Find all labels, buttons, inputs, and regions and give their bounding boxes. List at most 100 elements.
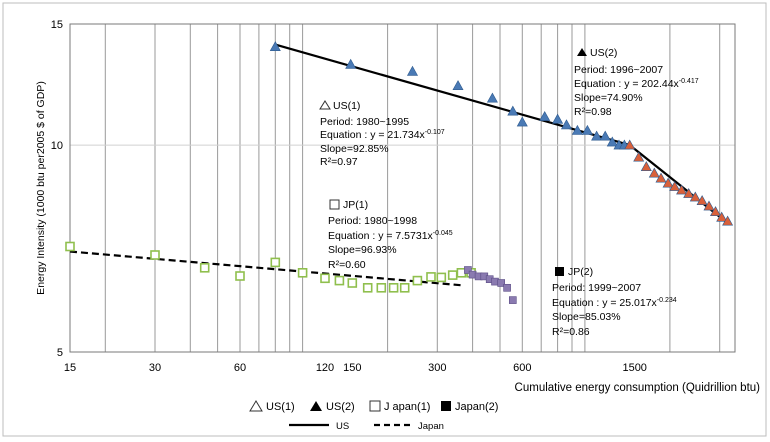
data-point	[436, 272, 447, 283]
data-point	[347, 278, 358, 288]
data-point	[689, 191, 701, 202]
annotation-equation: Equation : y = 21.734x-0.107	[320, 129, 445, 141]
data-point	[640, 161, 652, 171]
data-point	[320, 273, 330, 284]
legend-item-japan2: Japan(2)	[441, 401, 498, 413]
data-point	[633, 151, 645, 162]
data-point	[497, 279, 506, 287]
annotation-slope: Slope=92.85%	[320, 143, 389, 155]
annotation-period: Period: 1996~2007	[574, 64, 663, 76]
annotation-equation: Equation : y = 25.017x-0.234	[552, 297, 677, 309]
x-tick-label: 1500	[622, 362, 646, 374]
data-point	[655, 172, 667, 183]
annotation-period: Period: 1980~1995	[320, 116, 409, 128]
equation-exponent: -0.045	[433, 230, 453, 237]
data-point	[507, 105, 519, 116]
annotation-equation: Equation : y = 202.44x-0.417	[574, 78, 699, 90]
data-point	[516, 116, 528, 127]
data-point	[599, 130, 611, 141]
data-point	[539, 110, 551, 121]
data-point	[676, 184, 688, 195]
data-point	[406, 65, 419, 76]
y-tick-label: 5	[57, 347, 63, 359]
x-tick-label: 120	[316, 362, 334, 374]
data-point	[552, 113, 564, 124]
annotation-jp2: JP(2) Period: 1999~2007 Equation : y = 2…	[552, 266, 677, 338]
data-point	[235, 271, 245, 281]
x-tick-label: 300	[428, 362, 446, 374]
data-point	[345, 58, 357, 69]
x-tick-label: 60	[234, 362, 246, 374]
data-point	[669, 180, 681, 191]
data-point	[662, 177, 674, 188]
legend-label: J apan(1)	[384, 401, 430, 413]
annotation-r2: R²=0.98	[574, 106, 612, 118]
open-triangle-icon	[319, 100, 331, 110]
data-point	[447, 270, 458, 280]
data-point	[388, 282, 399, 293]
filled-triangle-icon	[577, 48, 587, 56]
annotation-r2: R²=0.86	[552, 326, 590, 338]
data-point	[376, 282, 387, 293]
equation-exponent: -0.417	[679, 78, 699, 85]
data-point	[150, 250, 160, 260]
annotation-r2: R²=0.60	[328, 259, 366, 271]
data-point	[399, 282, 410, 293]
data-point	[508, 296, 517, 304]
data-point	[696, 195, 708, 205]
data-point	[716, 211, 728, 222]
annotation-r2: R²=0.97	[320, 156, 358, 168]
data-point	[683, 187, 695, 198]
annotation-slope: Slope=96.93%	[328, 244, 397, 256]
data-point	[560, 119, 573, 130]
y-tick-label: 15	[51, 19, 63, 31]
annotation-us1: US(1) Period: 1980~1995 Equation : y = 2…	[319, 100, 445, 168]
plot-area	[69, 23, 736, 353]
y-axis-label: Energy Intensity (1000 btu per2005 $ of …	[35, 81, 47, 295]
outer-frame	[2, 2, 767, 437]
grid	[70, 24, 735, 352]
data-point	[270, 257, 281, 268]
annotation-title: US(2)	[590, 47, 617, 59]
annotation-equation: Equation : y = 7.5731x-0.045	[328, 230, 453, 242]
data-point	[464, 266, 472, 274]
legend-label: Japan	[418, 421, 444, 432]
filled-triangle-icon	[310, 401, 322, 411]
equation-base: Equation : y = 25.017x	[552, 297, 658, 309]
legend-label: US(1)	[266, 401, 295, 413]
legend-item-us1: US(1)	[249, 400, 295, 413]
data-point	[703, 200, 715, 211]
legend: US(1) US(2) J apan(1) Japan(2) US Japan	[249, 400, 498, 432]
data-point	[269, 41, 281, 51]
legend-item-us-line: US	[289, 421, 349, 432]
annotation-jp1: JP(1) Period: 1980~1998 Equation : y = 7…	[328, 199, 453, 271]
data-point	[624, 139, 636, 150]
axis-ticks: 15 30 60 120 150 300 600 1500 5 10 15	[51, 19, 647, 374]
data-point	[452, 80, 464, 90]
data-point	[486, 92, 498, 103]
data-point	[65, 241, 75, 252]
equation-exponent: -0.107	[425, 129, 445, 136]
open-square-icon	[329, 199, 340, 210]
annotation-title: JP(2)	[568, 266, 593, 278]
equation-base: Equation : y = 202.44x	[574, 78, 680, 90]
data-point	[199, 262, 210, 273]
open-triangle-icon	[249, 400, 263, 412]
legend-label: US(2)	[326, 401, 355, 413]
x-axis-label: Cumulative energy consumption (Quidrilli…	[515, 382, 761, 394]
x-tick-label: 150	[343, 362, 361, 374]
data-point	[606, 136, 618, 147]
data-point	[571, 124, 583, 135]
annotation-slope: Slope=74.90%	[574, 92, 643, 104]
annotation-title: JP(1)	[343, 199, 368, 211]
data-points	[65, 41, 734, 304]
filled-square-icon	[441, 401, 451, 411]
x-tick-label: 15	[64, 362, 76, 374]
equation-exponent: -0.234	[657, 297, 677, 304]
x-tick-label: 30	[149, 362, 161, 374]
data-point	[591, 130, 603, 141]
data-point	[412, 275, 423, 286]
data-point	[581, 124, 593, 135]
